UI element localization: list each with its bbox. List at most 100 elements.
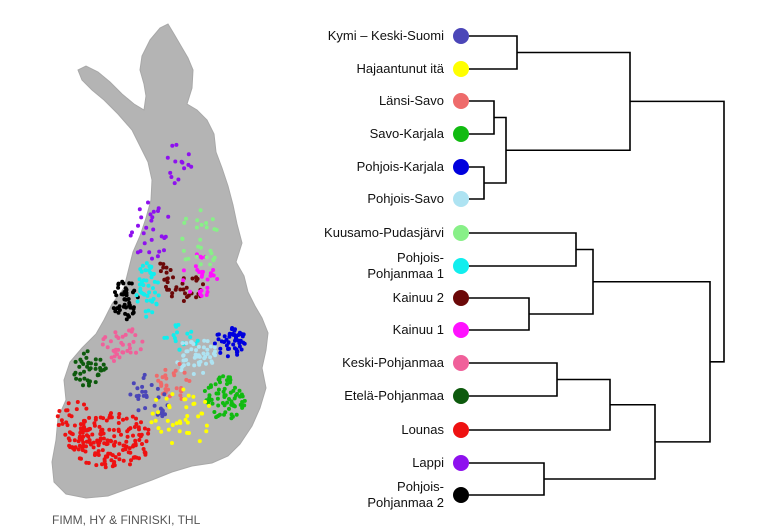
map-sample-dot	[198, 254, 203, 259]
map-sample-dot	[144, 439, 149, 444]
map-sample-dot	[209, 251, 214, 256]
map-sample-dot	[196, 244, 201, 249]
map-sample-dot	[239, 347, 244, 352]
map-sample-dot	[180, 281, 185, 286]
map-sample-dot	[91, 440, 96, 445]
map-sample-dot	[85, 378, 90, 383]
region-label-kymi: Kymi – Keski-Suomi	[327, 28, 444, 43]
map-sample-dot	[168, 170, 173, 175]
map-sample-dot	[185, 331, 190, 336]
map-sample-dot	[116, 415, 121, 420]
region-dot-etelapohjanmaa	[453, 388, 469, 404]
map-sample-dot	[215, 396, 220, 401]
map-sample-dot	[242, 398, 247, 403]
map-sample-dot	[195, 338, 200, 343]
map-cluster-lappi	[165, 142, 194, 186]
map-sample-dot	[206, 403, 211, 408]
map-sample-dot	[117, 304, 122, 309]
region-label-hajaantunut: Hajaantunut itä	[356, 61, 444, 76]
map-sample-dot	[232, 333, 237, 337]
map-sample-dot	[126, 297, 131, 301]
map-sample-dot	[237, 330, 242, 335]
map-sample-dot	[83, 449, 88, 454]
map-sample-dot	[97, 424, 102, 429]
map-sample-dot	[128, 392, 133, 397]
map-cluster-ppohjanmaa1	[134, 261, 161, 319]
map-sample-dot	[199, 269, 204, 274]
map-sample-dot	[92, 423, 97, 428]
map-sample-dot	[222, 334, 227, 339]
map-sample-dot	[204, 225, 209, 230]
map-sample-dot	[166, 427, 171, 432]
map-sample-dot	[125, 434, 130, 439]
map-sample-dot	[237, 388, 242, 393]
map-sample-dot	[231, 342, 236, 347]
map-sample-dot	[216, 337, 221, 342]
map-sample-dot	[222, 403, 227, 408]
map-sample-dot	[76, 447, 81, 452]
map-sample-dot	[164, 396, 169, 401]
map-sample-dot	[90, 432, 95, 437]
map-sample-dot	[202, 338, 207, 343]
map-sample-dot	[159, 234, 164, 239]
map-sample-dot	[173, 287, 178, 292]
region-label-kainuu1: Kainuu 1	[392, 322, 444, 337]
map-sample-dot	[235, 352, 240, 357]
map-sample-dot	[133, 333, 138, 338]
map-sample-dot	[181, 268, 186, 273]
map-sample-dot	[82, 402, 86, 407]
map-sample-dot	[140, 442, 144, 446]
map-sample-dot	[179, 368, 184, 373]
map-cluster-lansisavo	[154, 362, 192, 401]
map-sample-dot	[139, 269, 144, 274]
map-sample-dot	[232, 404, 237, 409]
map-sample-dot	[87, 415, 92, 420]
region-label-lansisavo: Länsi-Savo	[378, 93, 444, 108]
map-sample-dot	[137, 438, 142, 442]
map-sample-dot	[136, 397, 141, 401]
map-sample-dot	[238, 402, 243, 407]
map-sample-dot	[143, 406, 148, 411]
map-sample-dot	[101, 362, 106, 367]
dendrogram-branch-n8	[529, 248, 594, 315]
map-sample-dot	[188, 289, 193, 294]
map-sample-dot	[156, 378, 161, 383]
map-sample-dot	[142, 372, 147, 377]
credit-text: FIMM, HY & FINRISKI, THL	[52, 513, 201, 527]
map-sample-dot	[156, 293, 161, 298]
map-sample-dot	[184, 377, 189, 382]
map-sample-dot	[194, 278, 199, 283]
map-sample-dot	[116, 336, 121, 340]
map-sample-dot	[146, 427, 151, 432]
map-sample-dot	[211, 258, 216, 263]
map-sample-dot	[172, 181, 177, 186]
map-sample-dot	[216, 387, 221, 392]
region-dot-kainuu1	[453, 322, 469, 338]
map-sample-dot	[144, 393, 149, 398]
map-sample-dot	[170, 441, 174, 445]
map-sample-dot	[74, 407, 79, 412]
map-sample-dot	[193, 264, 198, 269]
map-sample-dot	[218, 346, 223, 351]
map-sample-dot	[130, 414, 135, 419]
map-sample-dot	[181, 363, 186, 368]
region-label-ppohjanmaa1: Pohjois- Pohjanmaa 1	[367, 250, 444, 281]
map-sample-dot	[227, 334, 232, 339]
map-sample-dot	[84, 460, 89, 465]
map-sample-dot	[223, 410, 228, 415]
region-dot-psavo	[453, 191, 469, 207]
map-sample-dot	[100, 342, 105, 347]
map-sample-dot	[121, 448, 125, 452]
map-sample-dot	[161, 265, 166, 270]
map-sample-dot	[206, 400, 211, 405]
finland-map	[51, 23, 269, 499]
finland-map-icon	[51, 23, 269, 499]
map-sample-dot	[116, 421, 121, 425]
map-sample-dot	[212, 341, 217, 346]
map-sample-dot	[84, 444, 88, 449]
map-sample-dot	[149, 383, 154, 387]
map-sample-dot	[158, 269, 163, 274]
dendrogram-branch-n4	[484, 116, 507, 184]
map-sample-dot	[100, 448, 105, 453]
map-sample-dot	[123, 286, 128, 291]
